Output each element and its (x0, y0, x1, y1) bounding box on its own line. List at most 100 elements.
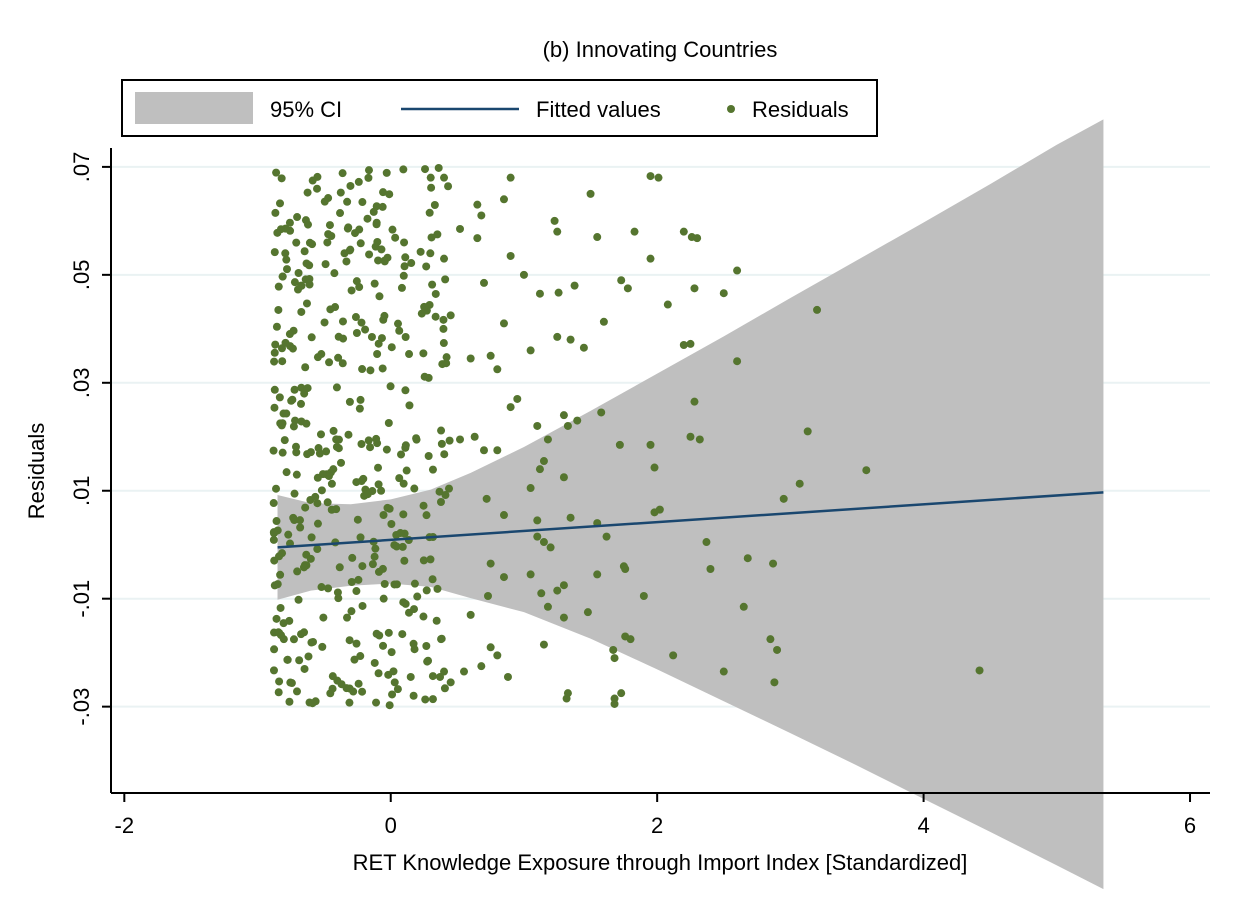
residual-point (370, 552, 379, 561)
residual-point (566, 513, 575, 522)
residual-point (456, 435, 465, 444)
residual-point (349, 687, 358, 696)
residual-point (410, 484, 419, 493)
legend: 95% CI Fitted values Residuals (121, 79, 878, 137)
residual-point (398, 630, 407, 639)
residual-point (366, 366, 375, 375)
residual-point (373, 349, 382, 358)
residual-point (374, 463, 383, 472)
residual-point (428, 695, 437, 704)
residual-point (350, 655, 359, 664)
residual-point (401, 386, 410, 395)
residual-point (332, 383, 341, 392)
residual-point (379, 188, 388, 197)
residual-point (324, 584, 333, 593)
residual-point (766, 635, 775, 644)
residual-point (407, 259, 416, 268)
residual-point (327, 479, 336, 488)
residual-point (374, 256, 383, 265)
residual-point (420, 302, 429, 311)
residual-point (400, 238, 409, 247)
residual-point (374, 669, 383, 678)
residual-point (440, 450, 449, 459)
residual-point (300, 664, 309, 673)
residual-point (352, 328, 361, 337)
residual-point (593, 233, 602, 242)
residual-point (400, 262, 409, 271)
residual-point (428, 672, 437, 681)
residual-point (368, 560, 377, 569)
residual-point (290, 278, 299, 287)
residual-point (303, 450, 312, 459)
residual-point (803, 427, 812, 436)
x-axis-title: RET Knowledge Exposure through Import In… (353, 850, 968, 875)
residual-point (295, 656, 304, 665)
residual-point (686, 339, 695, 348)
residual-point (399, 510, 408, 519)
residual-point (435, 487, 444, 496)
residual-point (353, 515, 362, 524)
residual-point (482, 494, 491, 503)
residual-point (422, 262, 431, 271)
residual-point (338, 317, 347, 326)
residual-point (308, 176, 317, 185)
residual-point (513, 394, 522, 403)
residual-point (393, 685, 402, 694)
residual-point (377, 334, 386, 343)
residual-point (277, 421, 286, 430)
residual-point (292, 238, 301, 247)
residual-point (274, 688, 283, 697)
residual-point (433, 584, 442, 593)
residual-point (387, 519, 396, 528)
residual-point (437, 439, 446, 448)
residual-point (743, 554, 752, 563)
residual-point (420, 372, 429, 381)
residual-point (306, 554, 315, 563)
residual-point (272, 168, 281, 177)
residual-point (327, 505, 336, 514)
residual-point (358, 198, 367, 207)
residual-point (470, 432, 479, 441)
residual-point (303, 188, 312, 197)
residual-point (279, 635, 288, 644)
residual-point (654, 173, 663, 182)
residual-point (294, 268, 303, 277)
residual-point (479, 446, 488, 455)
residual-point (431, 312, 440, 321)
residual-point (356, 533, 365, 542)
residual-point (593, 570, 602, 579)
residual-point (473, 234, 482, 243)
residual-point (275, 628, 284, 637)
residual-point (466, 610, 475, 619)
residual-point (269, 499, 278, 508)
residual-point (401, 253, 410, 262)
residual-point (370, 279, 379, 288)
residual-point (333, 588, 342, 597)
residual-point (290, 516, 299, 525)
residual-point (386, 382, 395, 391)
legend-fit-label: Fitted values (536, 97, 661, 122)
residual-point (583, 608, 592, 617)
residual-point (550, 216, 559, 225)
residual-point (387, 343, 396, 352)
residual-point (294, 595, 303, 604)
residual-point (442, 359, 451, 368)
residual-point (686, 432, 695, 441)
residual-point (300, 628, 309, 637)
residual-point (289, 635, 298, 644)
residual-point (477, 662, 486, 671)
residual-point (562, 694, 571, 703)
residual-point (320, 318, 329, 327)
residual-point (281, 249, 290, 258)
residual-point (539, 640, 548, 649)
y-tick-label: -.01 (69, 580, 94, 618)
residual-point (546, 543, 555, 552)
residual-point (272, 322, 281, 331)
y-tick-label: .01 (69, 475, 94, 506)
residual-point (347, 578, 356, 587)
residual-point (361, 325, 370, 334)
residual-point (347, 607, 356, 616)
residual-point (399, 271, 408, 280)
residual-point (473, 200, 482, 209)
residual-point (543, 435, 552, 444)
